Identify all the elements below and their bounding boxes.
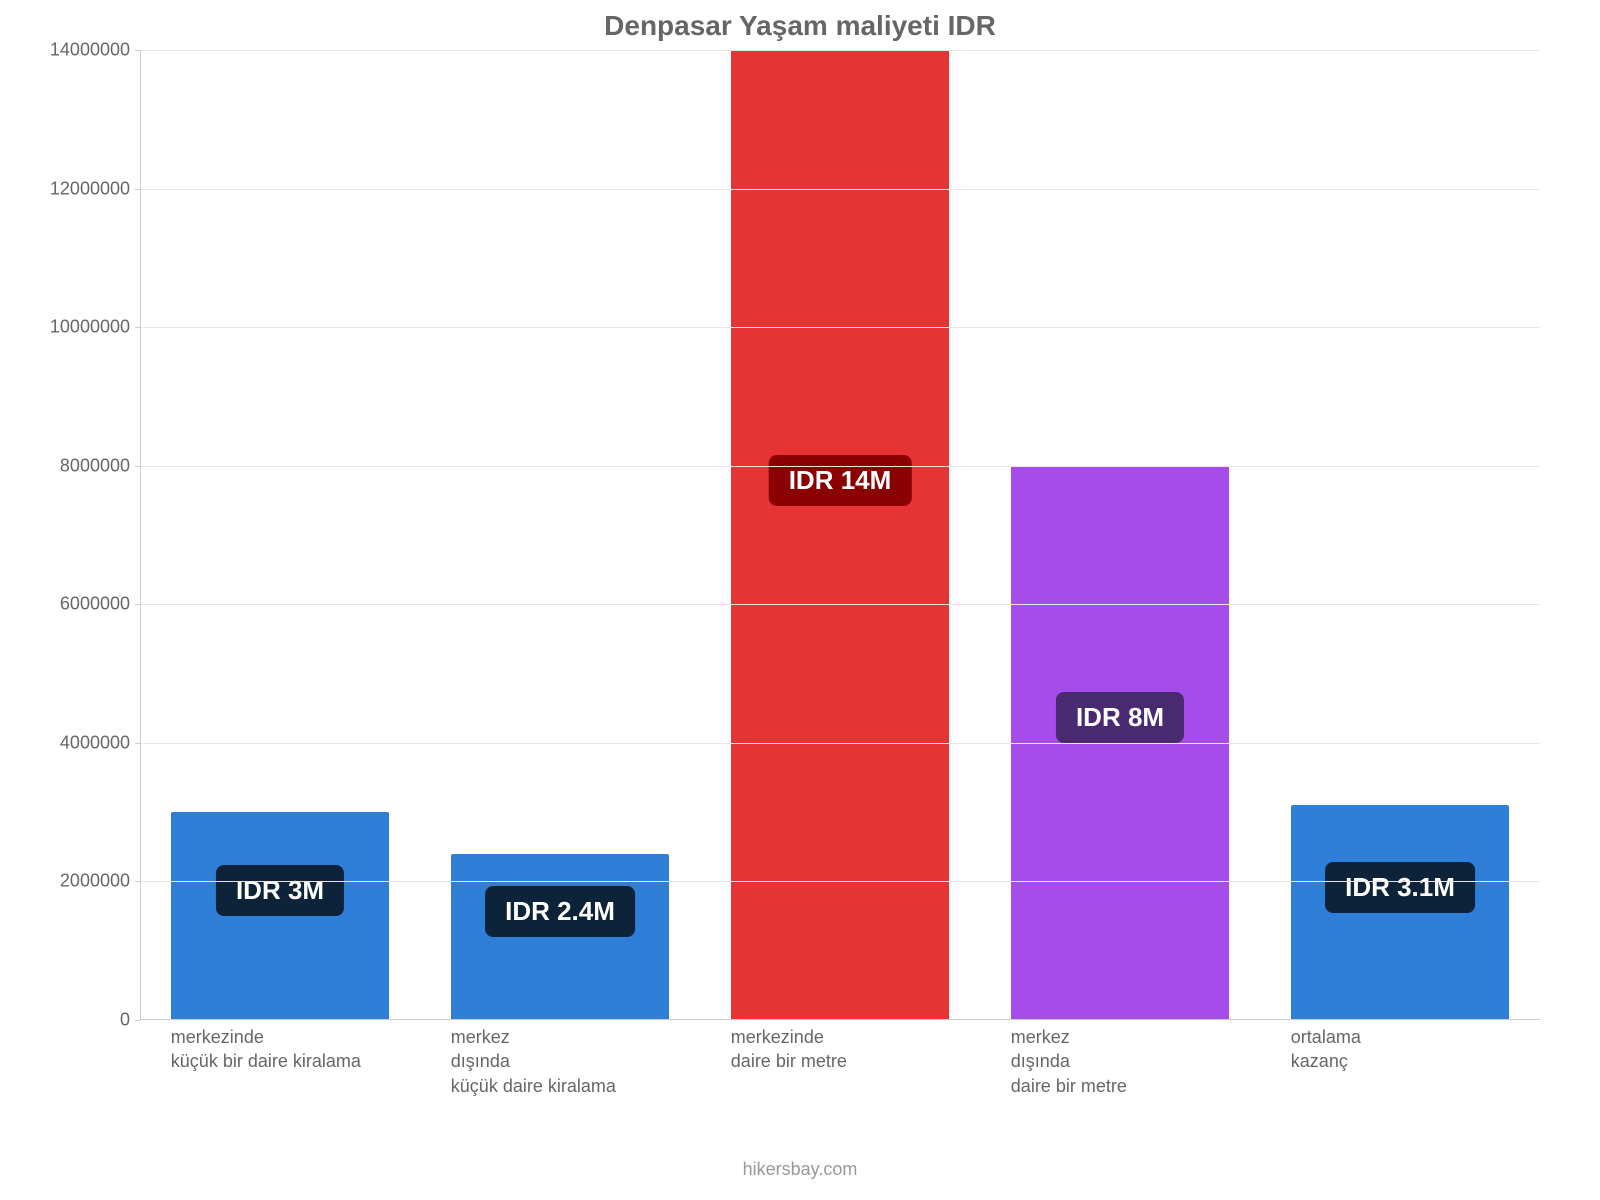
- chart-title: Denpasar Yaşam maliyeti IDR: [0, 10, 1600, 42]
- chart-footer: hikersbay.com: [0, 1159, 1600, 1180]
- bar: [731, 50, 949, 1020]
- y-tick-label: 10000000: [10, 317, 130, 338]
- grid-line: [140, 189, 1540, 190]
- value-pill: IDR 8M: [1056, 692, 1184, 743]
- grid-line: [140, 327, 1540, 328]
- x-axis-line: [140, 1019, 1540, 1020]
- y-tick-mark: [135, 881, 140, 882]
- grid-line: [140, 466, 1540, 467]
- bar: [171, 812, 389, 1020]
- bar-slot: IDR 2.4M: [420, 50, 700, 1020]
- bar-slot: IDR 14M: [700, 50, 980, 1020]
- grid-line: [140, 604, 1540, 605]
- y-tick-label: 14000000: [10, 40, 130, 61]
- bar-slot: IDR 8M: [980, 50, 1260, 1020]
- y-tick-mark: [135, 50, 140, 51]
- x-tick-label: merkez dışında küçük daire kiralama: [451, 1025, 616, 1098]
- y-axis-line: [140, 50, 141, 1020]
- x-tick-label: merkezinde daire bir metre: [731, 1025, 847, 1074]
- value-pill: IDR 14M: [769, 455, 912, 506]
- y-tick-label: 0: [10, 1010, 130, 1031]
- y-tick-label: 12000000: [10, 178, 130, 199]
- grid-line: [140, 743, 1540, 744]
- plot-area: IDR 3M IDR 2.4M IDR 14M IDR 8M IDR 3.1M: [140, 50, 1540, 1020]
- bar: [451, 854, 669, 1020]
- bar-slot: IDR 3M: [140, 50, 420, 1020]
- y-tick-mark: [135, 743, 140, 744]
- y-tick-label: 4000000: [10, 732, 130, 753]
- x-tick-label: merkez dışında daire bir metre: [1011, 1025, 1127, 1098]
- value-pill: IDR 3M: [216, 865, 344, 916]
- grid-line: [140, 50, 1540, 51]
- y-tick-label: 2000000: [10, 871, 130, 892]
- bar-slot: IDR 3.1M: [1260, 50, 1540, 1020]
- x-tick-label: merkezinde küçük bir daire kiralama: [171, 1025, 361, 1074]
- grid-line: [140, 881, 1540, 882]
- value-pill: IDR 2.4M: [485, 886, 635, 937]
- y-tick-mark: [135, 604, 140, 605]
- y-tick-label: 6000000: [10, 594, 130, 615]
- value-pill: IDR 3.1M: [1325, 862, 1475, 913]
- y-tick-mark: [135, 1020, 140, 1021]
- bar: [1291, 805, 1509, 1020]
- bars-layer: IDR 3M IDR 2.4M IDR 14M IDR 8M IDR 3.1M: [140, 50, 1540, 1020]
- y-tick-mark: [135, 327, 140, 328]
- chart-container: Denpasar Yaşam maliyeti IDR IDR 3M IDR 2.…: [0, 0, 1600, 1200]
- x-tick-label: ortalama kazanç: [1291, 1025, 1361, 1074]
- y-tick-mark: [135, 189, 140, 190]
- y-tick-label: 8000000: [10, 455, 130, 476]
- y-tick-mark: [135, 466, 140, 467]
